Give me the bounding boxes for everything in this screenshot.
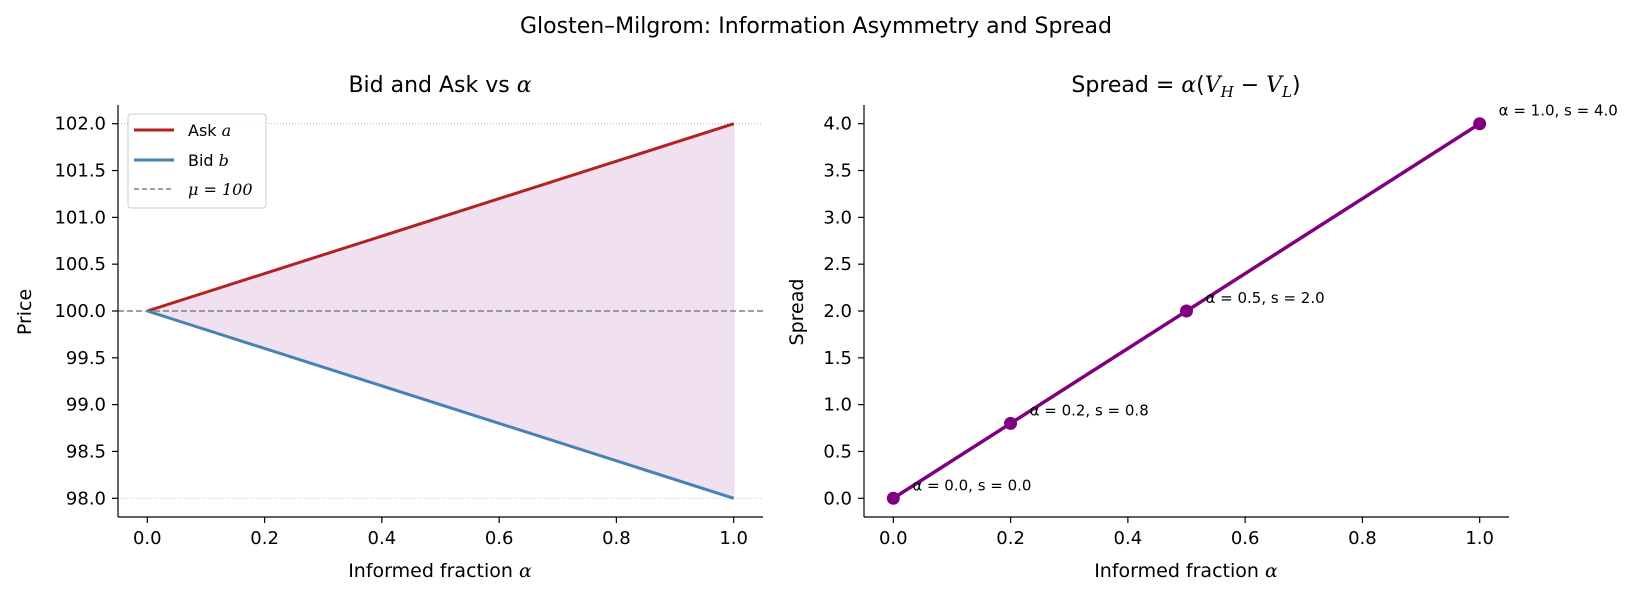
left-x-tick-label: 0.8	[602, 528, 631, 549]
spread-point-label: α = 0.2, s = 0.8	[1030, 401, 1149, 419]
right-x-axis-label: Informed fraction α	[1094, 560, 1278, 582]
right-y-tick-label: 0.5	[823, 441, 852, 462]
left-y-tick-label: 98.0	[66, 488, 106, 509]
spread-point-label: α = 0.5, s = 2.0	[1206, 289, 1325, 307]
left-y-tick-label: 98.5	[66, 441, 106, 462]
spread-point	[1180, 304, 1193, 318]
legend-label-ask: Ask a	[188, 121, 231, 140]
right-y-tick-label: 1.0	[823, 395, 852, 416]
right-y-tick-label: 1.5	[823, 348, 852, 369]
left-x-tick-label: 0.2	[250, 528, 279, 549]
spread-panel: Spread = α(VH − VL) α = 0.0, s = 0.0 α = …	[786, 73, 1618, 582]
bid-ask-panel: Bid and Ask vs α 0.0 0.2 0.4 0.6 0.8 1.0 98.0 9…	[14, 73, 763, 582]
right-y-axis-label: Spread	[786, 279, 808, 346]
left-x-tick-label: 0.0	[133, 528, 162, 549]
suptitle: Glosten–Milgrom: Information Asymmetry a…	[520, 14, 1112, 39]
right-y-tick-label: 2.5	[823, 254, 852, 275]
bid-line	[146, 309, 735, 500]
bid-ask-title: Bid and Ask vs α	[348, 73, 531, 98]
right-y-tick-label: 3.5	[823, 161, 852, 182]
spread-point-label: α = 0.0, s = 0.0	[912, 476, 1031, 494]
spread-point	[1004, 416, 1018, 430]
left-y-tick-label: 101.0	[54, 207, 106, 228]
right-x-tick-label: 1.0	[1465, 528, 1494, 549]
right-y-tick-label: 0.0	[823, 488, 852, 509]
left-y-axis-label: Price	[14, 289, 36, 335]
left-x-axis-label: Informed fraction α	[348, 560, 532, 582]
spread-point	[1473, 117, 1487, 131]
legend-label-bid: Bid b	[188, 151, 229, 170]
right-x-tick-label: 0.2	[996, 528, 1025, 549]
right-x-tick-label: 0.0	[879, 528, 908, 549]
right-y-tick-label: 3.0	[823, 207, 852, 228]
left-x-tick-label: 0.4	[368, 528, 397, 549]
left-x-tick-label: 0.6	[485, 528, 514, 549]
left-x-tick-label: 1.0	[719, 528, 748, 549]
spread-title: Spread = α(VH − VL)	[1071, 73, 1300, 101]
right-y-tick-label: 2.0	[823, 301, 852, 322]
right-y-tick-label: 4.0	[823, 114, 852, 135]
right-x-tick-label: 0.4	[1114, 528, 1143, 549]
spread-point-label: α = 1.0, s = 4.0	[1499, 102, 1618, 120]
legend: Ask a Bid b μ = 100	[127, 113, 267, 209]
left-y-tick-label: 100.5	[54, 254, 106, 275]
left-y-tick-label: 99.5	[66, 348, 106, 369]
left-y-tick-label: 102.0	[54, 114, 106, 135]
spread-point	[886, 491, 900, 505]
left-y-tick-label: 100.0	[54, 301, 106, 322]
left-y-tick-label: 101.5	[54, 161, 106, 182]
right-x-tick-label: 0.8	[1348, 528, 1377, 549]
ask-line	[146, 122, 735, 313]
left-y-tick-label: 99.0	[66, 395, 106, 416]
legend-label-mu: μ = 100	[188, 180, 253, 199]
legend-frame	[127, 113, 267, 209]
right-x-tick-label: 0.6	[1231, 528, 1260, 549]
